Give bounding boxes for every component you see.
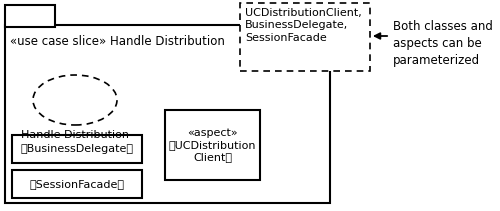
Text: Both classes and
aspects can be
parameterized: Both classes and aspects can be paramete… xyxy=(393,20,493,67)
Text: «aspect»
〈UCDistribution
Client〉: «aspect» 〈UCDistribution Client〉 xyxy=(169,128,256,162)
Text: Handle Distribution: Handle Distribution xyxy=(21,130,129,140)
Text: «use case slice» Handle Distribution: «use case slice» Handle Distribution xyxy=(10,35,225,48)
Bar xyxy=(5,5,55,27)
Ellipse shape xyxy=(33,75,117,125)
Text: UCDistributionClient,
BusinessDelegate,
SessionFacade: UCDistributionClient, BusinessDelegate, … xyxy=(245,8,362,43)
Bar xyxy=(12,170,142,198)
Bar xyxy=(5,25,330,203)
Bar xyxy=(165,110,260,180)
Bar xyxy=(240,3,370,71)
Bar xyxy=(12,135,142,163)
Text: 〈BusinessDelegate〉: 〈BusinessDelegate〉 xyxy=(20,144,134,154)
Text: 〈SessionFacade〉: 〈SessionFacade〉 xyxy=(30,179,124,189)
